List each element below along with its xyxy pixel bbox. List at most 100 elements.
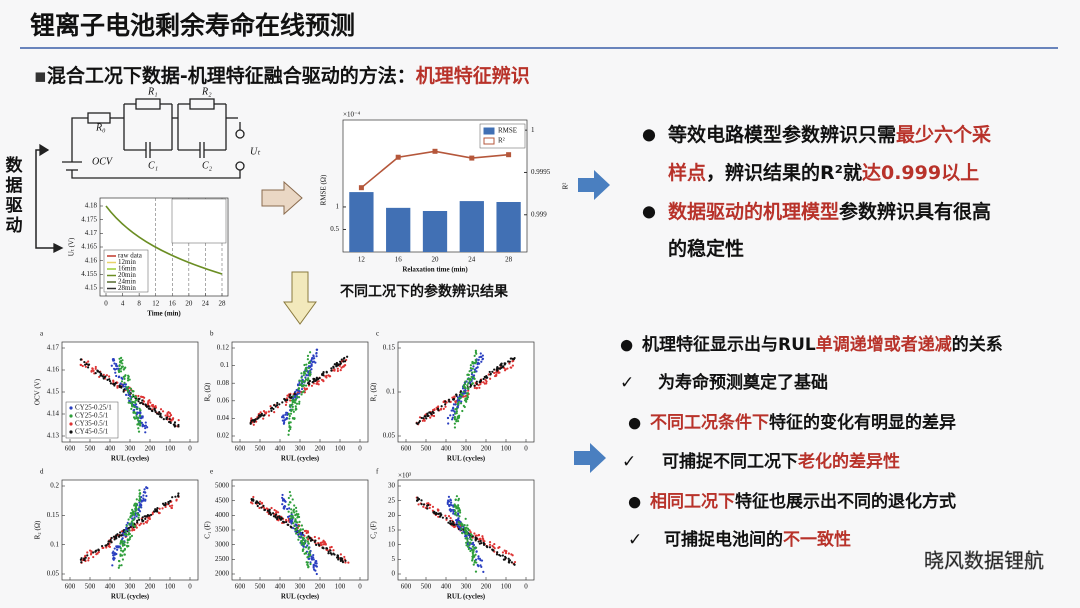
inset bbox=[171, 198, 227, 244]
scatter-dot bbox=[453, 505, 456, 508]
scatter-dot bbox=[128, 528, 131, 532]
scatter-dot bbox=[156, 506, 159, 510]
scatter-dot bbox=[475, 352, 478, 355]
y-tick-label: 4000 bbox=[215, 511, 230, 519]
scatter-dot bbox=[474, 553, 477, 556]
bullet-text: 可捕捉不同工况下老化的差异性 bbox=[662, 451, 900, 472]
scatter-dot bbox=[429, 411, 432, 415]
scatter-dot bbox=[512, 358, 515, 361]
scatter-dot bbox=[115, 374, 118, 378]
scatter-dot bbox=[149, 401, 152, 404]
scatter-dot bbox=[476, 361, 480, 364]
scatter-dot bbox=[161, 502, 165, 505]
scatter-dot bbox=[456, 519, 459, 522]
x-tick-label: 28 bbox=[505, 256, 513, 264]
scatter-dot bbox=[131, 404, 134, 407]
scatter-dot bbox=[466, 545, 470, 548]
scatter-dot bbox=[124, 530, 128, 533]
scatter-dot bbox=[422, 417, 425, 420]
scatter-dot bbox=[449, 519, 452, 523]
decay-curve bbox=[105, 205, 223, 275]
scatter-dot bbox=[420, 502, 423, 506]
scatter-dot bbox=[302, 533, 305, 537]
scatter-dot bbox=[136, 512, 139, 515]
scatter-dot bbox=[453, 410, 456, 413]
scatter-dot bbox=[322, 371, 325, 374]
y-tick-label: 0.04 bbox=[217, 414, 230, 422]
text-segment: 的关系 bbox=[952, 334, 1003, 355]
scatter-dot bbox=[286, 523, 289, 526]
scatter-dot bbox=[310, 368, 313, 371]
scatter-dot bbox=[121, 532, 124, 535]
x-tick-label: 200 bbox=[315, 583, 326, 591]
scatter-dot bbox=[294, 529, 297, 532]
scatter-dot bbox=[289, 517, 292, 520]
scatter-dot bbox=[304, 388, 307, 391]
panel-letter: e bbox=[210, 468, 213, 476]
scatter-dot bbox=[288, 426, 291, 429]
scatter-dot bbox=[276, 511, 280, 514]
scatter-dot bbox=[467, 382, 470, 385]
scatter-dot bbox=[132, 393, 135, 396]
scatter-dot bbox=[510, 561, 513, 564]
scatter-dot bbox=[307, 535, 310, 538]
y-tick-label: 0.06 bbox=[217, 396, 230, 404]
y-tick-label: 4.17 bbox=[47, 344, 60, 352]
scatter-dot bbox=[92, 555, 95, 559]
point bbox=[506, 152, 512, 158]
y-tick-label: 30 bbox=[388, 482, 396, 490]
scatter-dot bbox=[143, 488, 146, 491]
y-axis-label: OCV (V) bbox=[34, 378, 42, 405]
scatter-dot bbox=[303, 363, 306, 367]
scatter-dot bbox=[297, 524, 300, 528]
scatter-dot bbox=[306, 544, 309, 547]
scatter-dot bbox=[290, 520, 294, 523]
scatter-dot bbox=[276, 406, 280, 409]
scatter-dot bbox=[289, 520, 292, 523]
scatter-dot bbox=[95, 549, 98, 552]
scatter-dot bbox=[118, 364, 121, 367]
scatter-dot bbox=[453, 415, 456, 419]
x-tick-label: 4 bbox=[121, 300, 125, 308]
scatter-dot bbox=[96, 552, 99, 555]
scatter-dot bbox=[291, 399, 294, 402]
x-tick-label: 0 bbox=[358, 445, 362, 453]
scatter-dot bbox=[293, 417, 296, 421]
scatter-dot bbox=[140, 499, 143, 502]
scatter-dot bbox=[142, 519, 145, 522]
scatter-dot bbox=[98, 371, 101, 374]
scatter-dot bbox=[453, 422, 456, 425]
scatter-dot bbox=[141, 516, 144, 519]
scatter-dot bbox=[492, 549, 495, 552]
scatter-dot bbox=[335, 556, 339, 559]
scatter-dot bbox=[484, 376, 487, 379]
scatter-dot bbox=[297, 387, 301, 390]
blue-arrow bbox=[578, 170, 610, 200]
scatter-dot bbox=[457, 525, 460, 528]
y-tick-label: 0.1 bbox=[220, 361, 229, 369]
scatter-dot bbox=[281, 401, 284, 404]
scatter-dot bbox=[283, 504, 286, 508]
scatter-dot bbox=[168, 415, 171, 418]
scatter-dot bbox=[444, 405, 447, 408]
scatter-dot bbox=[435, 511, 438, 515]
scatter-dot bbox=[168, 504, 172, 508]
scatter-dot bbox=[105, 546, 108, 549]
scatter-dot bbox=[289, 404, 292, 407]
scatter-dot bbox=[177, 425, 180, 428]
scatter-dot bbox=[340, 358, 343, 361]
scatter-dot bbox=[137, 394, 140, 398]
scatter-dot bbox=[292, 508, 296, 511]
scatter-dot bbox=[337, 558, 340, 561]
scatter-dot bbox=[140, 395, 143, 398]
scatter-dot bbox=[312, 564, 315, 568]
x-tick-label: 24 bbox=[202, 300, 210, 308]
scatter-dot bbox=[503, 362, 506, 365]
scatter-dot bbox=[291, 405, 294, 408]
scatter-dot bbox=[137, 427, 140, 430]
scatter-dot bbox=[472, 550, 475, 554]
scatter-dot bbox=[297, 396, 301, 399]
scatter-dot bbox=[121, 365, 124, 368]
scatter-dot bbox=[422, 505, 425, 508]
scatter-dot bbox=[436, 508, 439, 511]
